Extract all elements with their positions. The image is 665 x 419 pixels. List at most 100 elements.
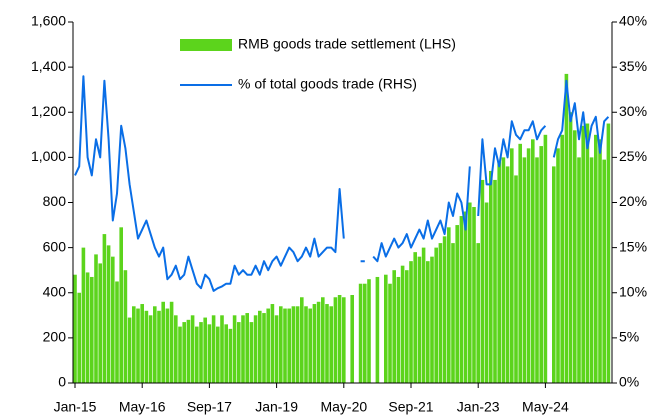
bar	[274, 315, 279, 383]
bar	[455, 225, 459, 383]
bar	[216, 326, 220, 383]
bar	[94, 254, 98, 383]
legend-swatch	[180, 39, 232, 51]
bar	[161, 301, 165, 383]
y2-tick-label: 40%	[619, 13, 647, 29]
bar	[442, 236, 447, 383]
bar	[73, 274, 77, 383]
bar	[182, 322, 186, 383]
bar	[350, 295, 354, 383]
bar	[400, 265, 405, 383]
bar	[426, 261, 430, 383]
bar	[463, 211, 468, 383]
bar	[589, 157, 594, 383]
bar	[241, 315, 245, 383]
bar	[522, 157, 527, 383]
bar	[363, 283, 367, 383]
bar	[316, 301, 321, 383]
bar	[77, 292, 81, 383]
bar	[287, 308, 291, 383]
bar	[258, 310, 262, 383]
bar	[90, 276, 94, 383]
x-tick-label: May-20	[320, 399, 367, 415]
bar	[518, 143, 522, 383]
x-tick-label: May-16	[119, 399, 166, 415]
x-tick-label: Jan-19	[255, 399, 298, 415]
bar	[106, 245, 111, 383]
bar	[245, 313, 249, 383]
legend-label: RMB goods trade settlement (LHS)	[238, 36, 456, 52]
bar	[81, 247, 86, 383]
x-tick-label: Jan-23	[457, 399, 500, 415]
bar	[375, 276, 380, 383]
bar	[573, 130, 577, 383]
bar	[195, 326, 199, 383]
bar	[447, 227, 451, 383]
bar	[279, 306, 283, 383]
bar	[174, 315, 178, 383]
bar	[325, 304, 329, 383]
y-tick-label: 1,600	[31, 13, 66, 29]
bar	[85, 272, 90, 383]
bar	[123, 270, 128, 383]
bar	[543, 134, 548, 383]
bar	[531, 139, 535, 383]
bar	[602, 159, 606, 383]
y-tick-label: 200	[43, 329, 67, 345]
bar	[333, 297, 338, 383]
bar	[526, 148, 531, 383]
bar	[480, 179, 485, 383]
bar	[388, 283, 392, 383]
bar	[228, 328, 233, 383]
bar	[165, 308, 170, 383]
bar	[484, 202, 489, 383]
bar	[417, 256, 422, 383]
bar	[304, 306, 308, 383]
bar	[535, 157, 539, 383]
bar	[253, 315, 258, 383]
bar	[568, 112, 573, 383]
bar	[232, 315, 237, 383]
y-tick-label: 1,200	[31, 103, 66, 119]
bar	[262, 313, 266, 383]
bar	[539, 146, 543, 383]
bar	[321, 297, 325, 383]
y2-tick-label: 15%	[619, 238, 647, 254]
bar	[598, 139, 602, 383]
bar	[337, 295, 342, 383]
bar	[501, 157, 506, 383]
bar	[157, 310, 161, 383]
bar	[178, 326, 182, 383]
y-tick-label: 1,000	[31, 148, 66, 164]
bar	[153, 306, 157, 383]
bar	[249, 322, 254, 383]
y2-tick-label: 25%	[619, 148, 647, 164]
bar	[396, 276, 401, 383]
bar	[295, 306, 300, 383]
bar	[136, 308, 140, 383]
bar	[434, 247, 438, 383]
bar	[291, 306, 296, 383]
bar	[102, 234, 107, 383]
bar	[606, 123, 611, 383]
bar	[421, 247, 426, 383]
bar	[237, 322, 241, 383]
y2-tick-label: 20%	[619, 193, 647, 209]
bar	[270, 304, 275, 383]
bar	[468, 202, 472, 383]
bar	[489, 170, 493, 383]
bar	[300, 297, 304, 383]
bar	[497, 161, 501, 383]
bar	[409, 261, 413, 383]
bar	[211, 315, 216, 383]
bar	[392, 270, 396, 383]
y-tick-label: 1,400	[31, 58, 66, 74]
bar	[132, 306, 136, 383]
line	[74, 75, 610, 292]
y2-tick-label: 5%	[619, 329, 639, 345]
bar	[115, 281, 119, 383]
bar	[266, 308, 270, 383]
bar	[556, 148, 560, 383]
bar	[140, 304, 144, 383]
